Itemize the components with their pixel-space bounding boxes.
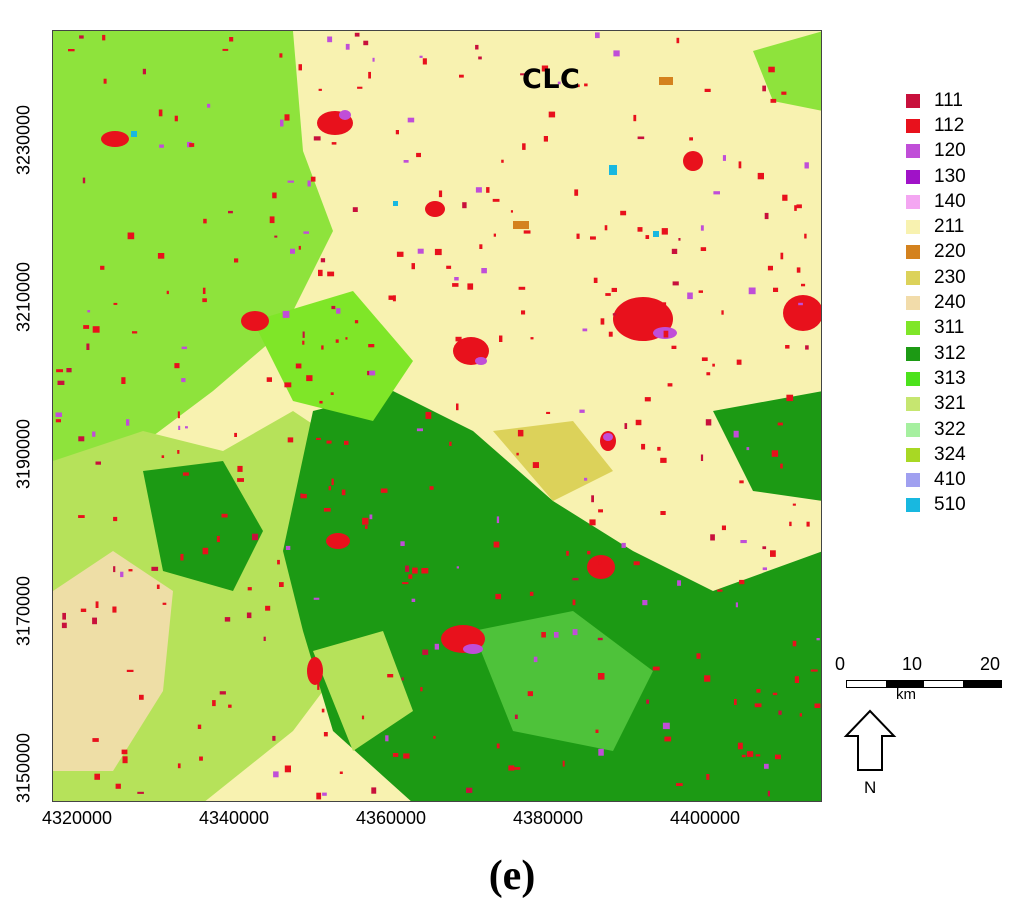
scale-label: 10 [901,654,923,674]
land-cover-raster [53,31,821,801]
legend-label: 120 [934,140,966,162]
legend: 111 112 120 130 140 211 220 230 240 311 … [906,88,966,518]
y-tick-label: 3230000 [13,104,34,176]
legend-item: 130 [906,164,966,189]
legend-label: 140 [934,190,966,212]
scale-segment [962,681,1001,687]
x-tick-label: 4380000 [512,808,584,828]
legend-label: 130 [934,165,966,187]
water-bodies [131,131,659,237]
legend-swatch [906,321,920,336]
zone-broadleaf-patch [253,291,413,421]
scale-label: 0 [834,654,846,674]
legend-swatch [906,473,920,488]
zone-south-mixed [473,611,653,751]
x-tick-label: 4320000 [41,808,113,828]
scale-label: 20 [979,654,1001,674]
zone-central-forest [283,391,821,801]
legend-swatch [906,346,920,361]
legend-item: 311 [906,316,966,341]
permanent-crops [513,77,673,229]
land-cover-map [52,30,822,802]
legend-label: 111 [934,89,963,111]
legend-item: 312 [906,341,966,366]
legend-item: 322 [906,417,966,442]
north-label: N [864,778,877,797]
zone-west-forest-patch [143,461,263,591]
legend-swatch [906,397,920,412]
legend-label: 312 [934,342,966,364]
x-tick-label: 4340000 [198,808,270,828]
scale-unit: km [896,686,916,703]
legend-item: 321 [906,392,966,417]
legend-item: 410 [906,467,966,492]
legend-label: 410 [934,469,966,491]
legend-item: 230 [906,265,966,290]
scale-segment [924,681,963,687]
legend-item: 140 [906,189,966,214]
legend-item: 240 [906,290,966,315]
legend-swatch [906,447,920,462]
legend-swatch [906,296,920,311]
legend-label: 112 [934,114,965,136]
y-tick-label: 3190000 [13,418,34,490]
legend-swatch [906,245,920,260]
scale-bar-segments [846,680,1002,688]
legend-swatch [906,194,920,209]
legend-swatch [906,169,920,184]
legend-label: 510 [934,494,966,516]
zone-east-forest-patch [713,391,821,501]
legend-label: 321 [934,393,966,415]
legend-label: 311 [934,317,965,339]
north-arrow: N [840,708,900,800]
x-tick-label: 4360000 [355,808,427,828]
legend-item: 120 [906,139,966,164]
legend-swatch [906,118,920,133]
legend-swatch [906,93,920,108]
legend-item: 220 [906,240,966,265]
legend-label: 211 [934,216,965,238]
legend-item: 111 [906,88,966,113]
scale-segment [885,681,924,687]
y-tick-label: 3150000 [13,732,34,804]
zone-northeast-forest [753,31,821,111]
legend-swatch [906,422,920,437]
x-tick-label: 4400000 [669,808,741,828]
legend-swatch [906,371,920,386]
scale-bar: 0 10 20 km [832,654,1012,704]
legend-item: 313 [906,366,966,391]
zone-south-shrub [313,631,413,751]
legend-item: 112 [906,113,966,138]
legend-swatch [906,270,920,285]
y-tick-label: 3170000 [13,575,34,647]
legend-item: 510 [906,493,966,518]
legend-swatch [906,220,920,235]
legend-label: 240 [934,292,966,314]
legend-label: 313 [934,367,966,389]
scale-segment [847,681,886,687]
figure-caption: (e) [488,853,536,899]
legend-item: 324 [906,442,966,467]
map-title: CLC [522,64,581,95]
industrial-areas [339,110,677,654]
legend-label: 322 [934,418,966,440]
zone-orchard-patch [493,421,613,501]
legend-item: 211 [906,214,966,239]
legend-label: 220 [934,241,966,263]
north-arrow-icon [843,709,897,771]
settlement-speckles [55,32,821,800]
legend-label: 230 [934,266,966,288]
legend-swatch [906,498,920,513]
y-tick-label: 3210000 [13,261,34,333]
legend-label: 324 [934,443,966,465]
legend-swatch [906,144,920,159]
zone-southwest-arable [53,551,173,771]
